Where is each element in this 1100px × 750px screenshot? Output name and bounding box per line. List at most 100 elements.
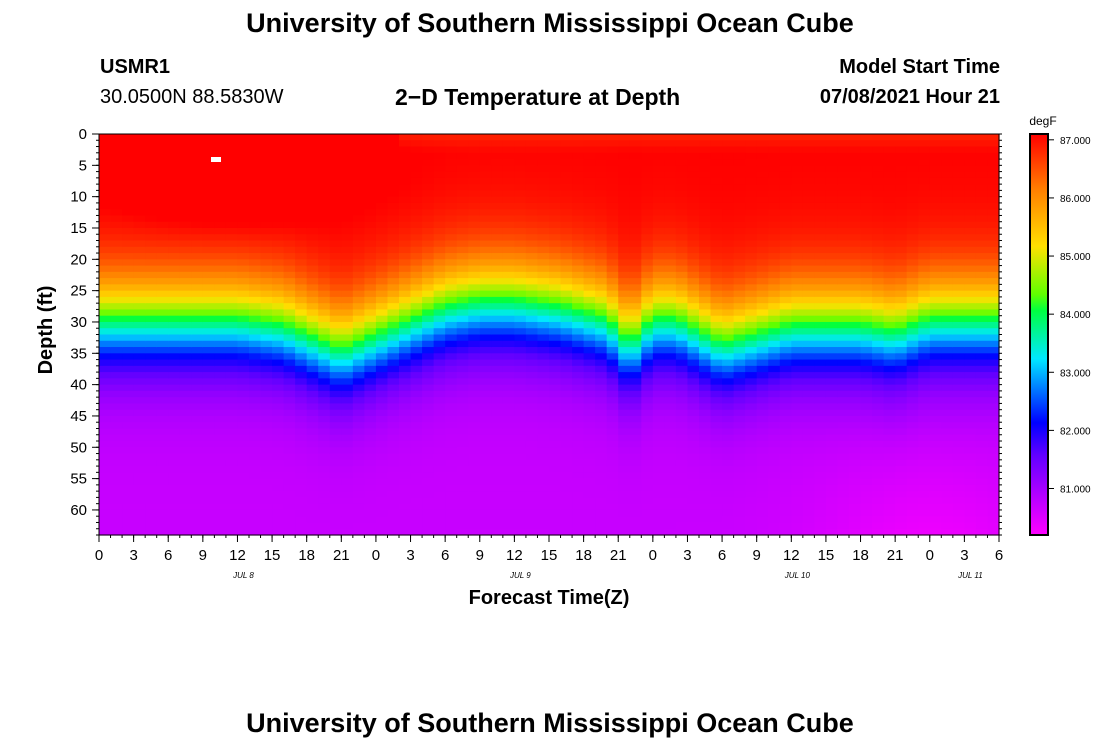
heatmap-cell xyxy=(906,415,919,423)
heatmap-cell xyxy=(237,284,250,292)
heatmap-cell xyxy=(422,403,435,411)
heatmap-cell xyxy=(399,478,412,486)
heatmap-cell xyxy=(479,422,492,430)
heatmap-cell xyxy=(560,315,573,323)
heatmap-cell xyxy=(191,459,204,467)
heatmap-cell xyxy=(375,334,389,342)
heatmap-cell xyxy=(387,378,400,386)
heatmap-cell xyxy=(468,334,481,342)
heatmap-cell xyxy=(410,321,423,329)
heatmap-cell xyxy=(687,528,700,536)
heatmap-cell xyxy=(768,528,781,536)
heatmap-cell xyxy=(110,390,123,398)
heatmap-cell xyxy=(941,478,954,486)
heatmap-cell xyxy=(699,372,712,379)
heatmap-cell xyxy=(479,296,492,304)
heatmap-cell xyxy=(468,390,481,398)
heatmap-cell xyxy=(145,265,158,273)
heatmap-cell xyxy=(110,146,123,154)
heatmap-cell xyxy=(895,334,908,342)
heatmap-cell xyxy=(791,509,804,517)
heatmap-cell xyxy=(975,415,989,423)
heatmap-cell xyxy=(745,246,758,254)
heatmap-cell xyxy=(572,503,585,511)
heatmap-cell xyxy=(237,509,250,517)
heatmap-cell xyxy=(906,246,919,254)
heatmap-cell xyxy=(791,365,804,373)
heatmap-cell xyxy=(745,478,758,486)
heatmap-cell xyxy=(595,453,608,461)
heatmap-cell xyxy=(283,347,296,354)
heatmap-cell xyxy=(814,328,827,336)
heatmap-cell xyxy=(225,372,239,379)
heatmap-cell xyxy=(733,309,746,317)
heatmap-cell xyxy=(502,484,515,492)
heatmap-cell xyxy=(837,146,850,154)
heatmap-cell xyxy=(779,196,792,204)
heatmap-cell xyxy=(225,415,239,423)
heatmap-cell xyxy=(341,509,354,517)
heatmap-cell xyxy=(456,466,469,473)
heatmap-cell xyxy=(237,209,250,217)
heatmap-cell xyxy=(652,209,665,217)
heatmap-cell xyxy=(895,184,908,191)
heatmap-cell xyxy=(445,134,458,141)
heatmap-cell xyxy=(179,190,192,198)
heatmap-cell xyxy=(341,246,354,254)
heatmap-cell xyxy=(225,165,239,173)
heatmap-cell xyxy=(802,428,815,436)
heatmap-cell xyxy=(837,403,850,411)
heatmap-cell xyxy=(410,472,423,480)
heatmap-cell xyxy=(433,353,446,361)
heatmap-cell xyxy=(375,227,389,235)
heatmap-cell xyxy=(768,221,781,229)
heatmap-cell xyxy=(283,484,296,492)
heatmap-cell xyxy=(329,378,342,386)
heatmap-cell xyxy=(329,459,342,467)
heatmap-cell xyxy=(537,215,550,223)
heatmap-cell xyxy=(479,384,492,392)
heatmap-cell xyxy=(99,134,112,141)
heatmap-cell xyxy=(202,290,215,298)
heatmap-cell xyxy=(918,196,931,204)
heatmap-cell xyxy=(675,403,689,411)
heatmap-cell xyxy=(629,497,642,505)
heatmap-cell xyxy=(352,134,365,141)
heatmap-cell xyxy=(549,290,562,298)
heatmap-cell xyxy=(375,296,389,304)
heatmap-cell xyxy=(722,434,735,442)
heatmap-cell xyxy=(191,516,204,524)
heatmap-cell xyxy=(768,159,781,166)
heatmap-cell xyxy=(722,221,735,229)
heatmap-cell xyxy=(399,472,412,480)
heatmap-cell xyxy=(214,215,227,223)
heatmap-cell xyxy=(675,472,689,480)
heatmap-cell xyxy=(191,472,204,480)
heatmap-cell xyxy=(791,378,804,386)
heatmap-cell xyxy=(341,253,354,260)
heatmap-cell xyxy=(618,209,631,217)
heatmap-cell xyxy=(906,491,919,499)
heatmap-cell xyxy=(191,146,204,154)
heatmap-cell xyxy=(814,459,827,467)
heatmap-cell xyxy=(825,472,839,480)
heatmap-cell xyxy=(918,528,931,536)
heatmap-cell xyxy=(456,321,469,329)
heatmap-cell xyxy=(422,359,435,367)
heatmap-cell xyxy=(987,177,1000,185)
heatmap-cell xyxy=(964,221,977,229)
heatmap-cell xyxy=(537,134,550,141)
heatmap-cell xyxy=(699,359,712,367)
heatmap-cell xyxy=(699,353,712,361)
heatmap-cell xyxy=(260,303,273,311)
heatmap-cell xyxy=(606,491,619,499)
heatmap-cell xyxy=(583,190,596,198)
heatmap-cell xyxy=(479,177,492,185)
heatmap-cell xyxy=(745,134,758,141)
heatmap-cell xyxy=(433,522,446,530)
heatmap-cell xyxy=(964,415,977,423)
heatmap-cell xyxy=(375,209,389,217)
heatmap-cell xyxy=(918,509,931,517)
heatmap-cell xyxy=(664,434,677,442)
heatmap-cell xyxy=(895,516,908,524)
